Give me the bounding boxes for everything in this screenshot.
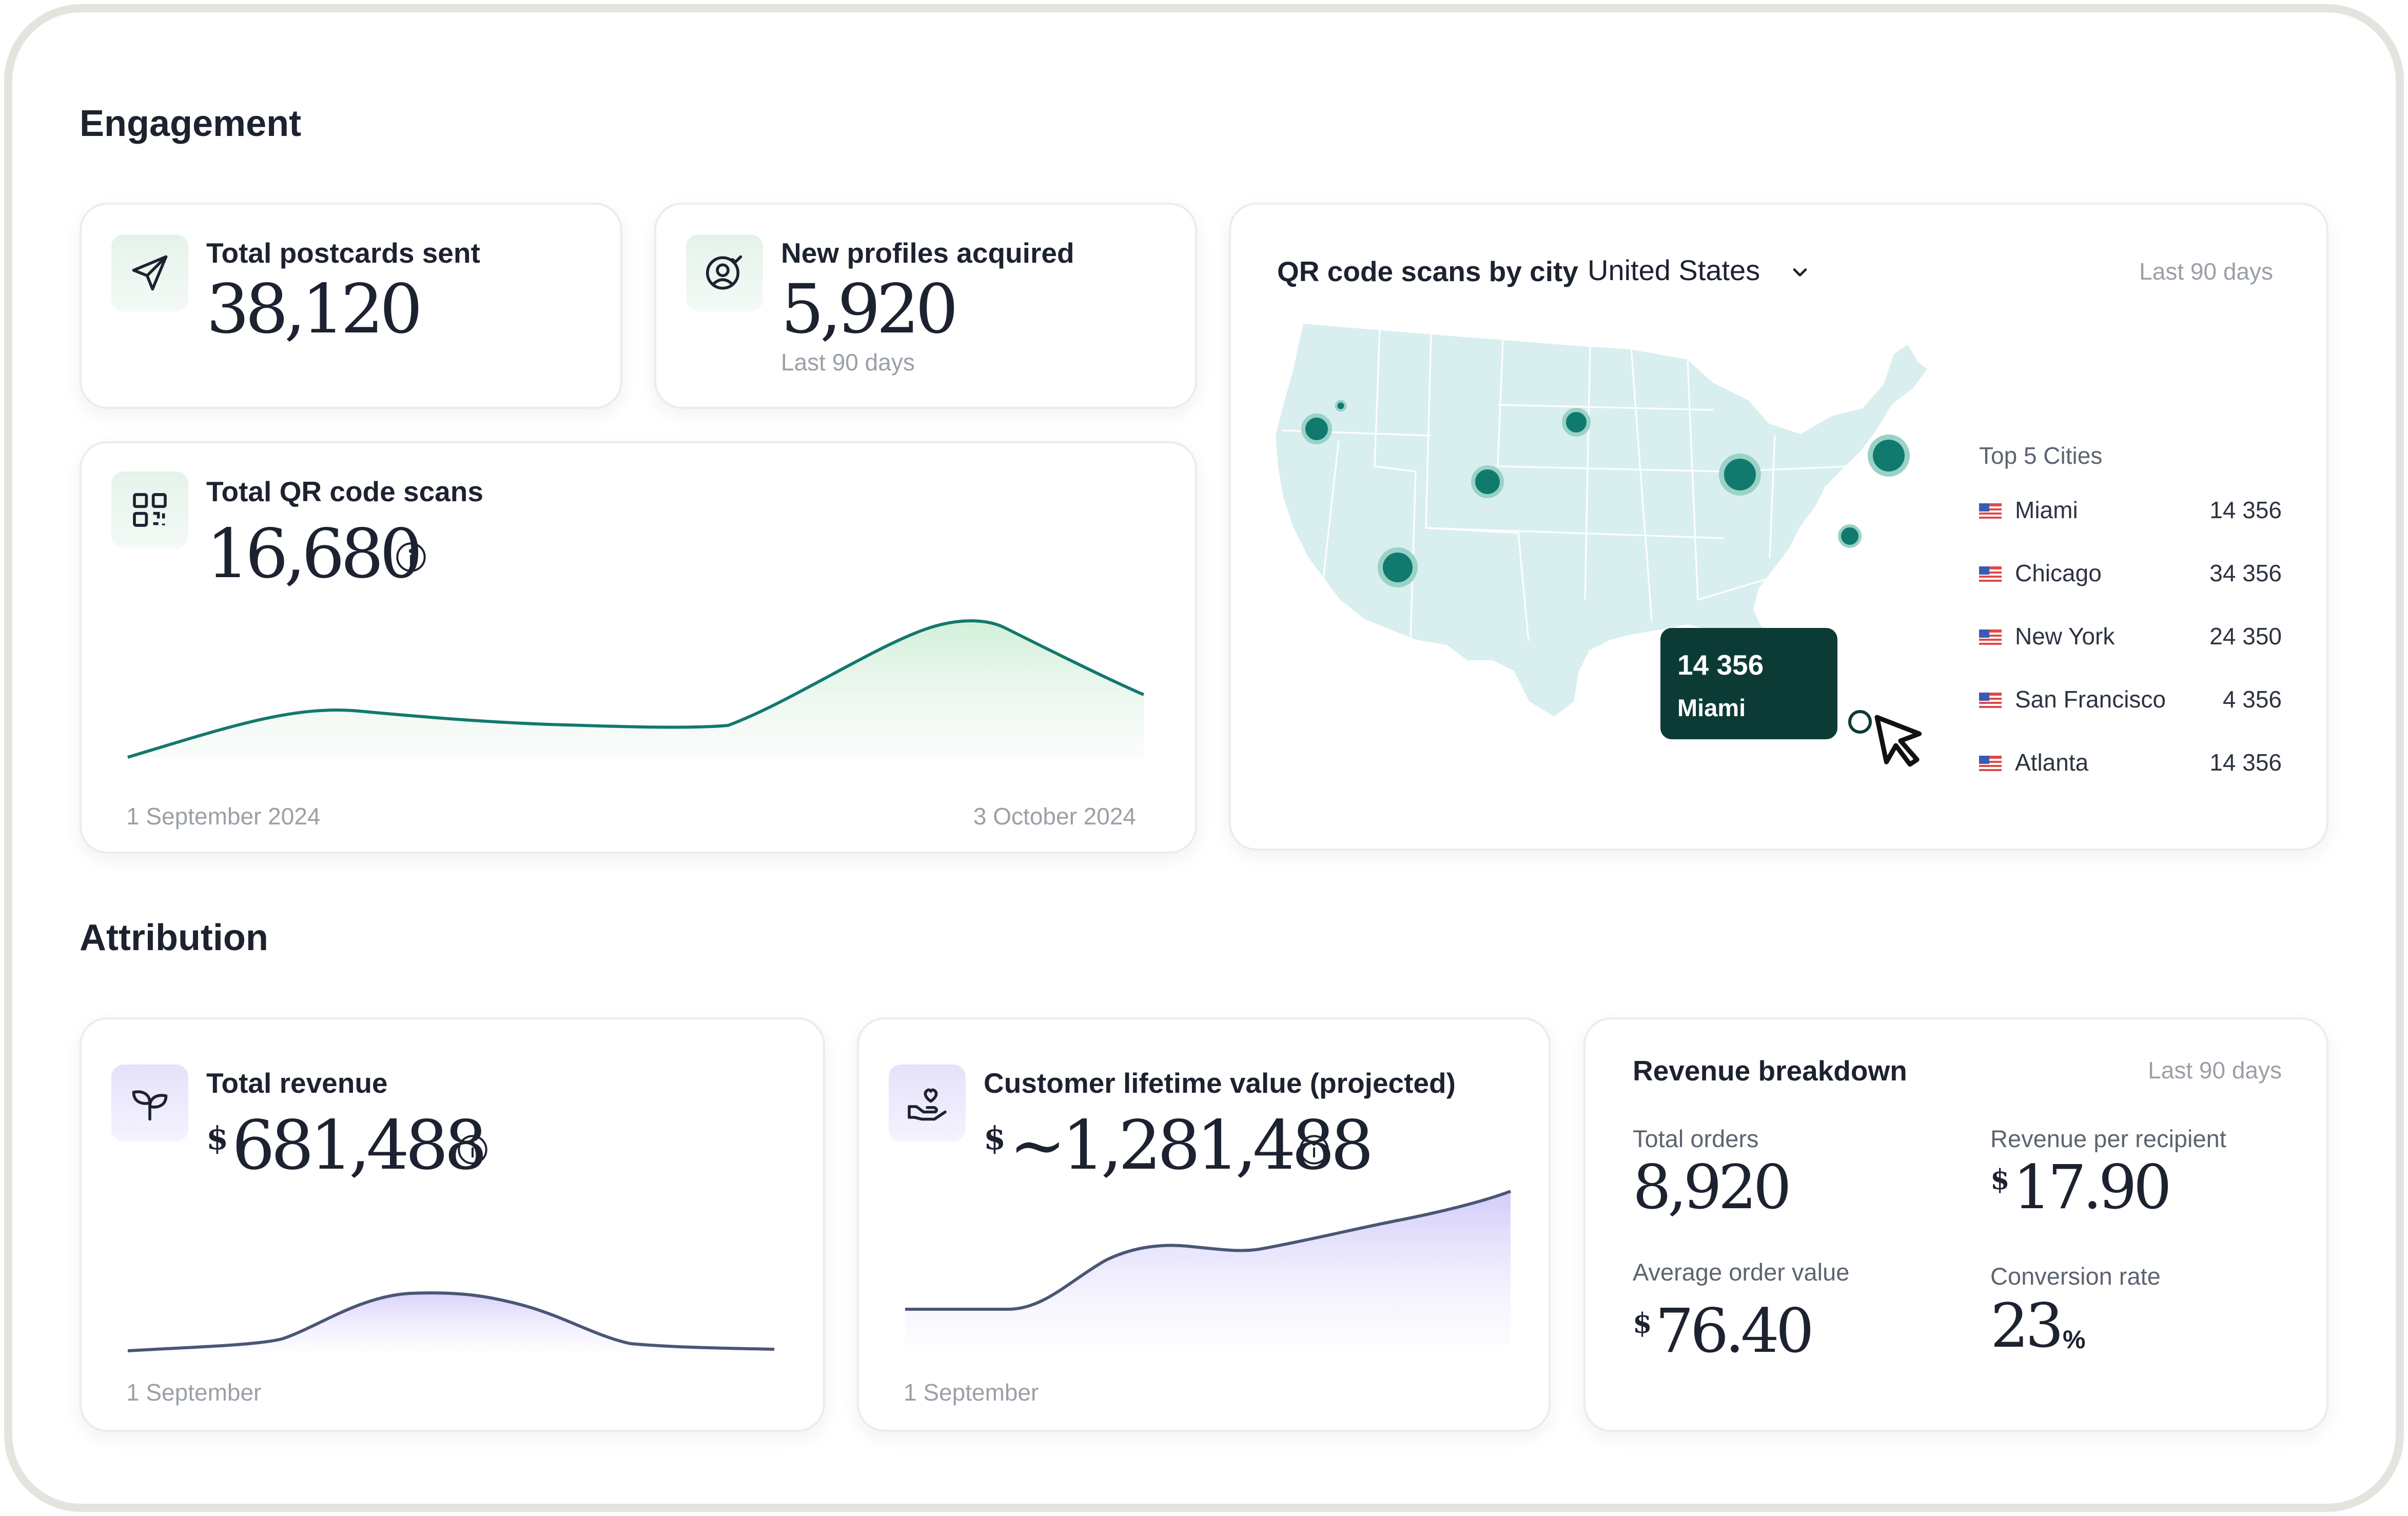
map-dot-portland: [1301, 414, 1332, 444]
map-dot-seattle: [1335, 400, 1347, 412]
city-name: Atlanta: [2015, 749, 2089, 776]
clv-start-date: 1 September: [904, 1379, 1039, 1406]
revenue-breakdown-card: Revenue breakdown Last 90 days Total ord…: [1583, 1017, 2328, 1432]
profiles-label: New profiles acquired: [781, 237, 1074, 269]
top-cities-title: Top 5 Cities: [1979, 442, 2103, 469]
map-city-dots: [1301, 400, 1910, 734]
profiles-card[interactable]: New profiles acquired 5,920 Last 90 days: [654, 203, 1197, 409]
clv-line-chart: [905, 1190, 1512, 1345]
qr-scans-area: [128, 621, 1144, 757]
profile-check-icon: [686, 234, 763, 311]
total-orders-label: Total orders: [1633, 1125, 1759, 1152]
city-name: Miami: [2015, 497, 2078, 523]
city-row[interactable]: Chicago 34 356: [1979, 559, 2282, 590]
city-name: New York: [2015, 623, 2115, 649]
profiles-value: 5,920: [781, 270, 958, 349]
map-dot-atlanta: [1838, 524, 1862, 548]
qr-scans-start-date: 1 September 2024: [126, 803, 321, 830]
revenue-line: [127, 1291, 775, 1352]
clv-area: [905, 1191, 1511, 1345]
tooltip-value: 14 356: [1677, 649, 1764, 681]
profiles-period: Last 90 days: [781, 349, 915, 376]
postcards-value: 38,120: [206, 270, 423, 349]
revenue-line-chart: [127, 1291, 775, 1353]
info-icon[interactable]: [456, 1133, 489, 1166]
chevron-down-icon: [1793, 268, 1807, 277]
map-dot-denver: [1471, 465, 1504, 498]
city-value: 14 356: [2209, 497, 2282, 523]
conversion-unit: %: [2063, 1325, 2086, 1354]
mouse-cursor-icon: [1874, 715, 1922, 767]
clv-currency: $: [984, 1119, 1006, 1157]
map-dot-newyork: [1868, 435, 1910, 477]
city-name: Chicago: [2015, 560, 2102, 586]
us-flag-icon: [1979, 503, 2002, 519]
breakdown-period: Last 90 days: [2148, 1057, 2282, 1084]
clv-line: [905, 1190, 1512, 1311]
map-dot-phoenix: [1378, 547, 1418, 587]
clv-card[interactable]: Customer lifetime value (projected) $ ~1…: [857, 1017, 1551, 1432]
qr-scans-line: [127, 619, 1145, 759]
info-icon[interactable]: [1298, 1133, 1330, 1166]
aov-value: 76.40: [1655, 1295, 1814, 1366]
sprout-icon: [111, 1065, 188, 1141]
us-flag-icon: [1979, 693, 2002, 708]
city-row[interactable]: Atlanta 14 356: [1979, 749, 2282, 779]
map-period: Last 90 days: [2139, 258, 2273, 285]
attribution-section-title: Attribution: [80, 917, 268, 958]
us-flag-icon: [1979, 629, 2002, 645]
qr-map-card: QR code scans by city United States Last…: [1229, 203, 2328, 851]
conversion-value: 23: [1990, 1290, 2064, 1361]
country-select[interactable]: United States: [1588, 253, 1811, 287]
us-flag-icon: [1979, 566, 2002, 582]
aov-currency: $: [1633, 1307, 1652, 1340]
breakdown-title: Revenue breakdown: [1633, 1055, 1907, 1087]
map-dot-chicago: [1719, 454, 1761, 496]
qr-scans-value: 16,680: [206, 515, 423, 594]
country-select-value: United States: [1588, 254, 1760, 286]
city-value: 34 356: [2209, 560, 2282, 586]
clv-label: Customer lifetime value (projected): [984, 1067, 1456, 1099]
city-value: 4 356: [2222, 686, 2282, 713]
revenue-value: 681,488: [232, 1106, 487, 1185]
rev-per-recipient-value: 17.90: [2013, 1152, 2172, 1223]
tooltip-city: Miami: [1677, 694, 1746, 721]
qr-scans-label: Total QR code scans: [206, 476, 483, 507]
map-tooltip: 14 356 Miami: [1660, 628, 1837, 739]
revenue-label: Total revenue: [206, 1067, 388, 1099]
city-row[interactable]: New York 24 350: [1979, 622, 2282, 653]
info-icon[interactable]: [395, 541, 427, 574]
send-icon: [111, 234, 188, 311]
qr-scans-card[interactable]: Total QR code scans 16,680 1 September 2…: [80, 441, 1197, 854]
top-cities-list: Miami 14 356 Chicago 34 356 New York 24 …: [1979, 496, 2282, 778]
aov-label: Average order value: [1633, 1258, 1850, 1286]
total-orders-value: 8,920: [1633, 1152, 1792, 1223]
clv-value: ~1,281,488: [1009, 1106, 1374, 1185]
city-row[interactable]: San Francisco 4 356: [1979, 685, 2282, 716]
postcards-label: Total postcards sent: [206, 237, 480, 269]
qr-scans-end-date: 3 October 2024: [973, 803, 1136, 830]
revenue-area: [128, 1293, 774, 1353]
qr-scans-line-chart: [127, 619, 1145, 759]
postcards-card[interactable]: Total postcards sent 38,120: [80, 203, 622, 409]
revenue-currency: $: [206, 1119, 229, 1157]
us-flag-icon: [1979, 756, 2002, 771]
city-row[interactable]: Miami 14 356: [1979, 496, 2282, 527]
city-value: 24 350: [2209, 623, 2282, 649]
map-title: QR code scans by city: [1277, 255, 1578, 287]
rev-per-recipient-label: Revenue per recipient: [1990, 1125, 2226, 1152]
map-dot-miami: [1848, 710, 1872, 734]
hand-heart-icon: [889, 1065, 966, 1141]
us-map[interactable]: [1262, 312, 1965, 774]
revenue-start-date: 1 September: [126, 1379, 262, 1406]
rev-per-recipient-currency: $: [1990, 1163, 2010, 1196]
map-dot-minneapolis: [1562, 408, 1591, 437]
conversion-label: Conversion rate: [1990, 1263, 2161, 1290]
engagement-section-title: Engagement: [80, 103, 302, 144]
qr-code-icon: [111, 471, 188, 548]
city-value: 14 356: [2209, 749, 2282, 776]
revenue-card[interactable]: Total revenue $ 681,488 1 September: [80, 1017, 825, 1432]
city-name: San Francisco: [2015, 686, 2166, 713]
